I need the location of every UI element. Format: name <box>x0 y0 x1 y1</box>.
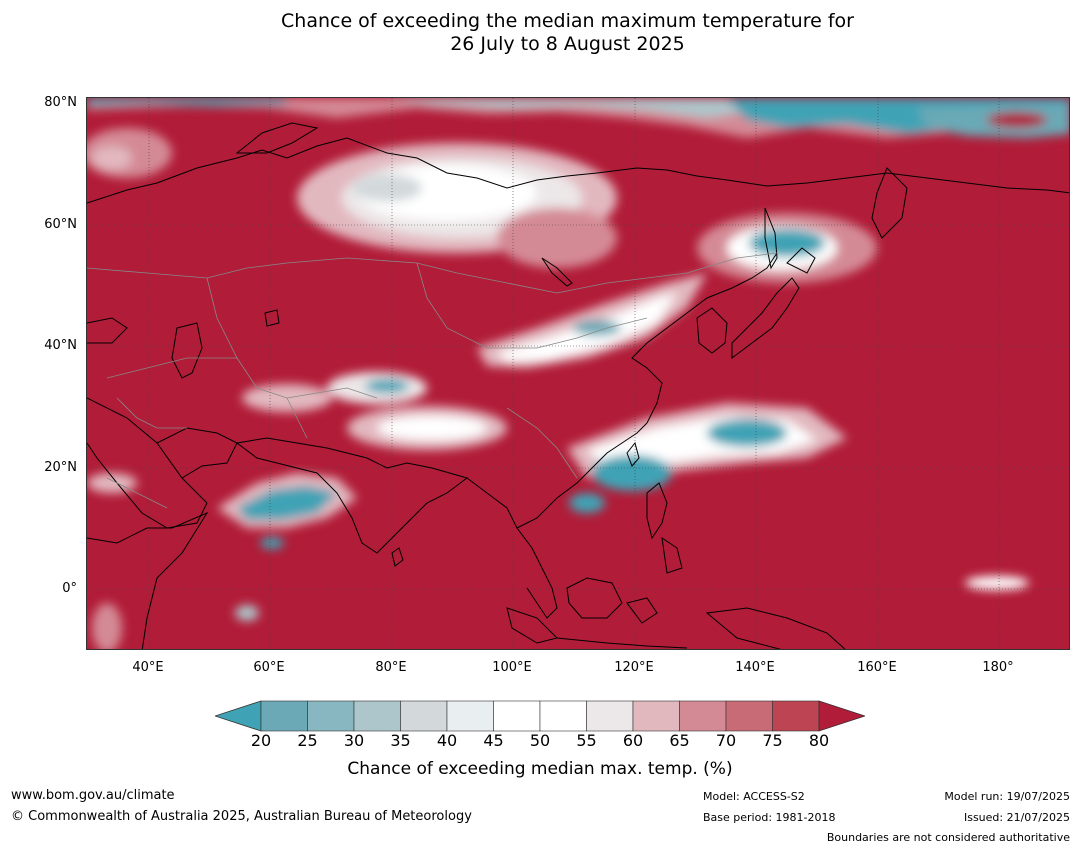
colorbar-extend-high <box>818 700 865 732</box>
forecast-map <box>86 97 1070 650</box>
lon-label-40e: 40°E <box>132 660 164 675</box>
chart-title: Chance of exceeding the median maximum t… <box>0 10 1081 56</box>
colorbar-bin <box>632 700 680 732</box>
title-line-2: 26 July to 8 August 2025 <box>450 33 685 55</box>
boundaries-note: Boundaries are not considered authoritat… <box>826 831 1070 844</box>
colorbar-bin <box>725 700 773 732</box>
colorbar-bin <box>772 700 820 732</box>
lon-label-140e: 140°E <box>735 660 775 675</box>
colorbar <box>215 700 865 732</box>
colorbar-bin <box>493 700 541 732</box>
colorbar-tick-label: 65 <box>669 731 690 750</box>
lon-label-80e: 80°E <box>375 660 407 675</box>
colorbar-tick-label: 40 <box>436 731 458 750</box>
lat-label-0: 0° <box>62 581 77 596</box>
colorbar-tick-label: 50 <box>529 731 551 750</box>
colorbar-bin <box>260 700 308 732</box>
base-period-text: Base period: 1981-2018 <box>703 811 836 824</box>
colorbar-tick-label: 75 <box>762 731 783 750</box>
model-text: Model: ACCESS-S2 <box>703 790 805 803</box>
colorbar-extend-low <box>215 700 262 732</box>
colorbar-bin <box>307 700 355 732</box>
probability-field <box>87 98 1069 649</box>
country-borders <box>87 252 778 509</box>
colorbar-tick-label: 80 <box>808 731 830 750</box>
lat-label-20n: 20°N <box>44 460 77 475</box>
colorbar-bin <box>679 700 727 732</box>
colorbar-tick-label: 60 <box>622 731 644 750</box>
lat-label-80n: 80°N <box>44 95 77 110</box>
colorbar-bin <box>586 700 634 732</box>
copyright-text: © Commonwealth of Australia 2025, Austra… <box>11 809 472 824</box>
colorbar-label: Chance of exceeding median max. temp. (%… <box>347 759 733 779</box>
lon-label-120e: 120°E <box>614 660 654 675</box>
lon-label-180: 180° <box>982 660 1014 675</box>
model-run-text: Model run: 19/07/2025 <box>944 790 1070 803</box>
colorbar-tick-label: 25 <box>297 731 318 750</box>
colorbar-bin <box>400 700 448 732</box>
colorbar-tick-label: 20 <box>250 731 272 750</box>
colorbar-tick-label: 55 <box>576 731 597 750</box>
colorbar-bin <box>353 700 401 732</box>
lon-label-100e: 100°E <box>492 660 532 675</box>
lon-label-160e: 160°E <box>857 660 897 675</box>
website-text: www.bom.gov.au/climate <box>11 788 175 803</box>
colorbar-bin <box>446 700 494 732</box>
graticule <box>87 98 1069 649</box>
colorbar-tick-label: 30 <box>343 731 365 750</box>
lon-label-60e: 60°E <box>253 660 285 675</box>
colorbar-tick-label: 35 <box>390 731 411 750</box>
colorbar-tick-label: 45 <box>483 731 504 750</box>
colorbar-bin <box>539 700 587 732</box>
lat-label-40n: 40°N <box>44 338 77 353</box>
colorbar-tick-label: 70 <box>715 731 737 750</box>
issued-text: Issued: 21/07/2025 <box>963 811 1070 824</box>
map-svg <box>87 98 1069 649</box>
title-line-1: Chance of exceeding the median maximum t… <box>281 10 854 32</box>
lat-label-60n: 60°N <box>44 217 77 232</box>
